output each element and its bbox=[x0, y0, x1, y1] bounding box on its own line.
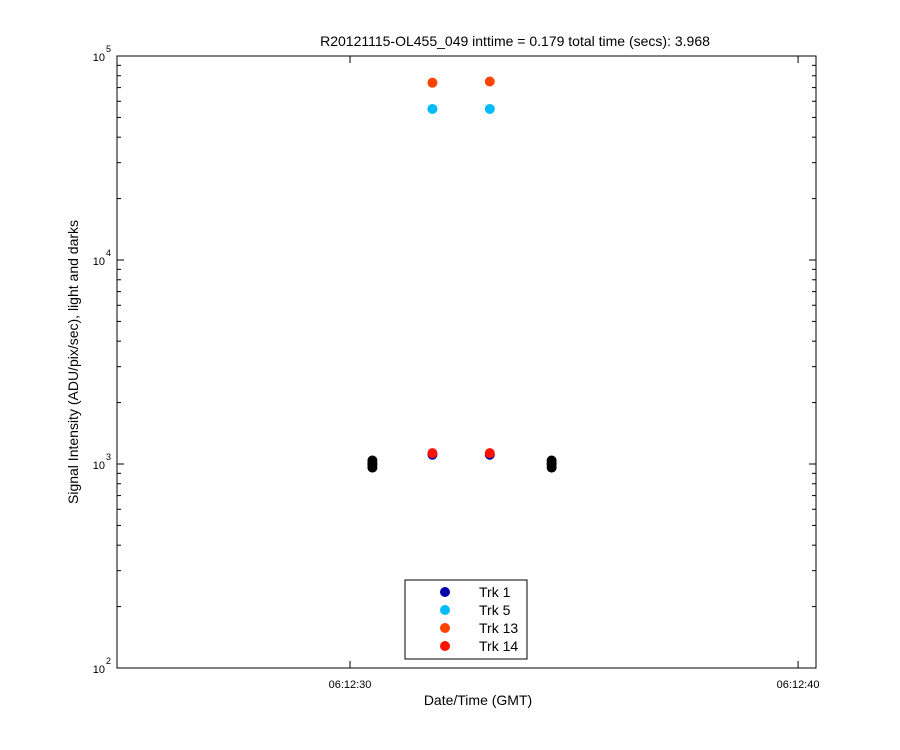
legend: Trk 1 Trk 5 Trk 13 Trk 14 bbox=[404, 579, 528, 660]
y-tick-label: 10 bbox=[93, 460, 105, 472]
data-point bbox=[427, 77, 438, 88]
legend-marker bbox=[440, 605, 450, 615]
data-point bbox=[427, 103, 438, 114]
legend-label: Trk 14 bbox=[479, 638, 518, 654]
data-point bbox=[427, 448, 438, 459]
legend-label: Trk 13 bbox=[479, 620, 518, 636]
legend-label: Trk 5 bbox=[479, 602, 511, 618]
y-tick-exponent: 2 bbox=[106, 656, 111, 666]
axis-ticks bbox=[117, 55, 816, 669]
y-tick-exponent: 4 bbox=[106, 248, 111, 258]
x-axis-label: Date/Time (GMT) bbox=[424, 692, 532, 708]
y-tick-exponent: 3 bbox=[106, 452, 111, 462]
legend-label: Trk 1 bbox=[479, 584, 511, 600]
chart-title: R20121115-OL455_049 inttime = 0.179 tota… bbox=[320, 33, 710, 49]
x-tick-label: 06:12:30 bbox=[329, 679, 372, 691]
dark-point bbox=[546, 455, 557, 466]
legend-marker bbox=[440, 587, 450, 597]
data-points bbox=[367, 76, 557, 473]
y-tick-label: 10 bbox=[93, 52, 105, 64]
x-tick-label: 06:12:40 bbox=[777, 679, 820, 691]
y-tick-label: 10 bbox=[93, 256, 105, 268]
y-axis-label: Signal Intensity (ADU/pix/sec), light an… bbox=[65, 220, 81, 504]
data-point bbox=[484, 448, 495, 459]
y-tick-label: 10 bbox=[93, 664, 105, 676]
legend-marker bbox=[440, 623, 450, 633]
y-tick-exponent: 5 bbox=[106, 44, 111, 54]
legend-marker bbox=[440, 641, 450, 651]
dark-point bbox=[367, 455, 378, 466]
data-point bbox=[484, 76, 495, 87]
data-point bbox=[484, 103, 495, 114]
plot-area bbox=[116, 55, 817, 669]
legend-box bbox=[404, 579, 528, 660]
